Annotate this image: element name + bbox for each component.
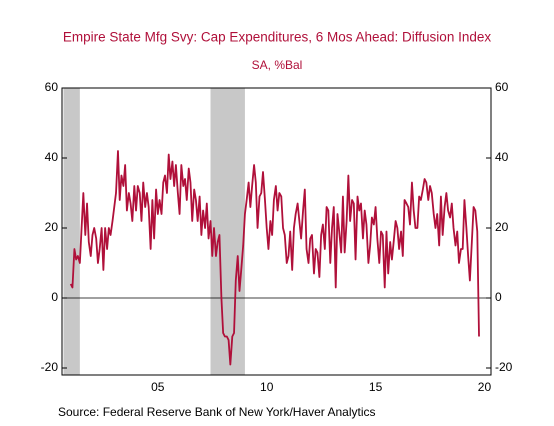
y-tick-label: -20: [41, 360, 59, 374]
data-line: [69, 150, 480, 366]
chart-title: Empire State Mfg Svy: Cap Expenditures, …: [63, 30, 491, 45]
x-tick-label: 05: [151, 380, 165, 394]
y2-tick-label: 60: [495, 80, 509, 94]
y-tick-label: 20: [45, 220, 59, 234]
x-tick-label: 20: [478, 380, 492, 394]
chart-subtitle: SA, %Bal: [252, 58, 303, 72]
recession-shade: [210, 88, 245, 375]
y2-tick-label: 40: [495, 150, 509, 164]
y2-tick-label: -20: [495, 360, 513, 374]
plot-frame: [61, 87, 492, 376]
x-tick-label: 10: [260, 380, 274, 394]
source-note: Source: Federal Reserve Bank of New York…: [58, 405, 375, 419]
y2-tick-label: 0: [495, 290, 502, 304]
x-tick-label: 15: [369, 380, 383, 394]
y-tick-label: 0: [51, 290, 58, 304]
recession-shade: [63, 88, 80, 375]
y-tick-label: 60: [45, 80, 59, 94]
y-tick-label: 40: [45, 150, 59, 164]
y2-tick-label: 20: [495, 220, 509, 234]
